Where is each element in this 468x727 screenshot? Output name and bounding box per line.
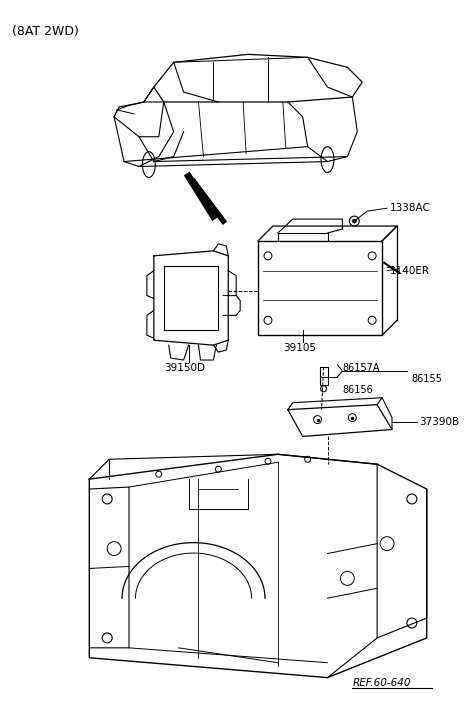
Text: 37390B: 37390B — [419, 417, 459, 427]
Circle shape — [352, 219, 356, 223]
Text: REF.60-640: REF.60-640 — [352, 678, 411, 688]
Bar — [320, 377, 328, 385]
Text: 86156: 86156 — [343, 385, 373, 395]
Text: 86155: 86155 — [412, 374, 443, 384]
Text: 86157A: 86157A — [343, 363, 380, 373]
Text: 1338AC: 1338AC — [390, 203, 431, 213]
Text: 1140ER: 1140ER — [390, 265, 430, 276]
Text: 39150D: 39150D — [164, 363, 205, 373]
Text: 39105: 39105 — [283, 343, 316, 353]
Text: (8AT 2WD): (8AT 2WD) — [12, 25, 79, 38]
